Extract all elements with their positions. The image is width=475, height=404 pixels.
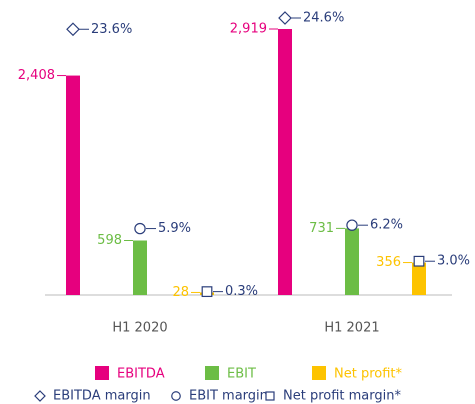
margin-label: 3.0% <box>437 254 470 269</box>
margin-marker <box>265 391 275 401</box>
legend-label: Net profit* <box>334 367 403 382</box>
value-label: 356 <box>376 255 401 270</box>
bar <box>66 75 80 295</box>
margin-label: 24.6% <box>303 11 344 26</box>
margin-label: 23.6% <box>91 22 132 37</box>
legend-label: EBITDA margin <box>53 389 151 404</box>
legend-swatch <box>312 366 326 380</box>
bar <box>412 262 426 295</box>
margin-marker <box>201 286 213 298</box>
margin-marker <box>66 22 80 37</box>
value-label: 731 <box>309 221 334 236</box>
margin-label: 0.3% <box>225 284 258 299</box>
margin-label: 6.2% <box>370 218 403 233</box>
bar <box>133 240 147 295</box>
margin-marker <box>171 391 181 401</box>
margin-marker <box>134 222 146 235</box>
legend-label: Net profit margin* <box>283 389 401 404</box>
margin-marker <box>346 219 358 231</box>
legend-label: EBITDA <box>117 367 165 382</box>
x-tick-label: H1 2020 <box>112 321 167 336</box>
value-label: 2,408 <box>18 68 55 83</box>
margin-marker <box>34 390 46 402</box>
margin-marker <box>278 11 292 25</box>
x-tick-label: H1 2021 <box>324 321 379 336</box>
value-label: 598 <box>97 233 122 248</box>
legend-label: EBIT <box>227 367 256 382</box>
value-label: 28 <box>172 285 189 300</box>
margin-marker <box>413 255 425 267</box>
margin-label: 5.9% <box>158 221 191 236</box>
bar <box>278 29 292 295</box>
bar <box>345 228 359 295</box>
legend-swatch <box>95 366 109 380</box>
legend-label: EBIT margin <box>189 389 268 404</box>
legend-swatch <box>205 366 219 380</box>
value-label: 2,919 <box>230 22 267 37</box>
